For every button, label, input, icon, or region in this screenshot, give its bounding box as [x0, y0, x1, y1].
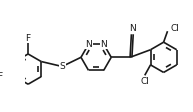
Text: F: F: [25, 34, 31, 43]
Text: S: S: [59, 62, 65, 71]
Text: N: N: [85, 40, 92, 49]
Text: N: N: [100, 40, 107, 49]
Text: Cl: Cl: [170, 24, 179, 33]
Text: F: F: [0, 72, 2, 81]
Text: N: N: [129, 24, 135, 33]
Text: Cl: Cl: [140, 77, 149, 86]
